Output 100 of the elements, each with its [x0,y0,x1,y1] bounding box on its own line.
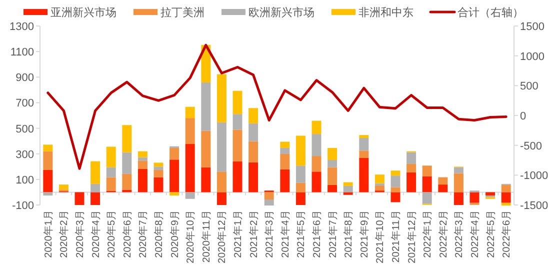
x-tick-label: 2022年3月 [453,210,466,258]
bar [374,186,384,191]
bar [390,170,400,176]
x-tick-label: 2020年11月 [200,210,212,263]
y2-tick-label: 1000 [520,50,544,63]
bar [216,172,226,192]
bar [248,123,258,142]
x-tick-label: 2022年5月 [484,210,497,258]
bar [359,150,369,158]
x-tick-label: 2021年9月 [358,210,370,258]
bar [58,184,68,190]
bar [470,192,480,203]
bar [201,167,211,192]
legend-label: 合计（右轴） [458,6,524,19]
y-tick-label: 500 [16,123,34,136]
bar [185,144,195,192]
x-tick-label: 2022年2月 [437,210,450,258]
bar [422,166,432,176]
x-tick-label: 2020年6月 [121,210,134,258]
y2-tick-label: 1500 [520,21,544,33]
bar [216,74,226,122]
x-tick-label: 2020年7月 [137,210,150,258]
bar [43,170,53,192]
x-tick-label: 2020年10月 [184,210,197,264]
bar [138,168,148,192]
bar [232,161,242,192]
bar [90,184,100,192]
x-tick-label: 2021年5月 [295,210,308,258]
x-tick-label: 2020年2月 [58,210,70,258]
bar [201,130,211,168]
bar [232,90,242,114]
bar [248,141,258,162]
x-tick-label: 2020年8月 [153,210,165,258]
bar [185,106,195,118]
bar [328,160,338,168]
x-tick-label: 2021年4月 [279,210,292,258]
x-tick-label: 2021年11月 [390,210,402,263]
x-tick-label: 2021年12月 [406,210,418,264]
y-tick-label: 100 [16,174,34,186]
x-tick-label: 2020年12月 [216,210,228,264]
bar [390,192,400,202]
bar [422,192,432,204]
x-tick-label: 2020年9月 [168,210,181,258]
bar [296,192,306,205]
legend-label: 亚洲新兴市场 [50,6,116,19]
y2-tick-label: -500 [520,140,542,152]
x-tick-label: 2021年2月 [248,210,260,258]
bar [280,142,290,148]
bar [296,166,306,183]
x-tick-label: 2021年1月 [232,210,244,258]
bar [170,192,180,196]
bar [501,184,511,192]
bar [343,192,353,195]
bar [359,135,369,138]
bar [359,158,369,192]
bar [154,166,164,170]
y2-tick-label: 500 [520,80,538,93]
bar [312,134,322,156]
bar [359,138,369,151]
x-tick-label: 2022年1月 [422,210,434,258]
bar [232,130,242,162]
x-tick-label: 2021年8月 [342,210,355,258]
bar [438,184,448,192]
y-tick-label: 1100 [10,46,34,59]
bar [170,160,180,192]
bar [280,154,290,170]
legend-label: 欧洲新兴市场 [248,6,314,19]
bar [501,202,511,206]
bar [216,192,226,205]
bar [312,156,322,172]
bar [90,161,100,184]
bar [74,192,84,205]
bar [248,162,258,192]
bar [185,118,195,144]
x-tick-label: 2021年3月 [264,210,276,258]
bar [280,148,290,154]
bar [343,182,353,186]
bar [406,172,416,192]
bar [486,192,496,196]
bar [328,148,338,160]
bar [170,148,180,160]
bar [406,152,416,164]
legend-label: 非洲和中东 [358,6,414,19]
bar [501,192,511,203]
bar [264,192,274,200]
bar [185,192,195,199]
bar [154,170,164,178]
y2-tick-label: -1500 [520,200,548,212]
bar [343,186,353,192]
y-tick-label: -100 [12,200,34,212]
y-tick-label: 700 [16,98,34,110]
x-tick-label: 2021年10月 [374,210,386,264]
bar [390,176,400,188]
bar [138,157,148,161]
bar [138,151,148,158]
x-tick-label: 2022年6月 [500,210,513,258]
y2-tick-label: -1000 [520,170,548,182]
bar [280,169,290,192]
line-series [46,44,508,170]
bar [122,152,132,174]
